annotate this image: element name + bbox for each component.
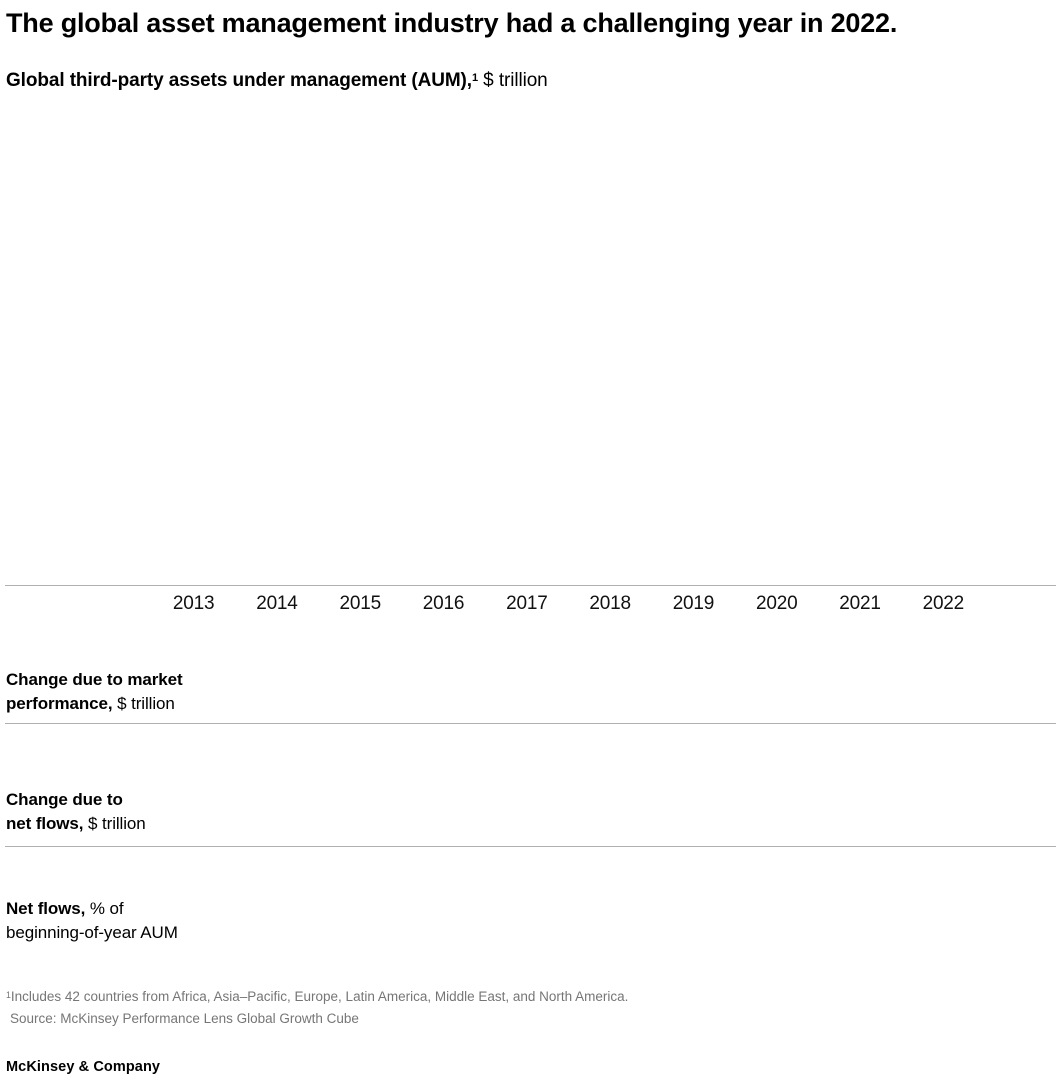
source-line: Source: McKinsey Performance Lens Global…	[10, 1010, 359, 1026]
row-label-market-performance-unit: $ trillion	[112, 694, 175, 713]
x-axis-label: 2014	[256, 593, 298, 614]
row-label-market-performance-line1: Change due to market	[6, 670, 183, 689]
footnote-marker-superscript: 1	[471, 71, 478, 84]
row-label-net-flows-unit: $ trillion	[83, 814, 146, 833]
footnote: 1Includes 42 countries from Africa, Asia…	[6, 987, 628, 1009]
chart-subtitle-bold: Global third-party assets under manageme…	[6, 70, 472, 91]
x-axis-year-labels: 2013 2014 2015 2016 2017 2018 2019 2020 …	[152, 593, 985, 615]
footnote-marker: 1	[6, 989, 11, 1000]
page-title: The global asset management industry had…	[6, 8, 898, 38]
section-divider-market-performance	[5, 723, 1056, 724]
x-axis-label: 2016	[422, 593, 465, 614]
row-label-market-performance-line2-bold: performance,	[6, 694, 113, 713]
row-label-market-performance: Change due to market performance, $ tril…	[6, 668, 183, 716]
footnote-text: Includes 42 countries from Africa, Asia–…	[10, 989, 629, 1004]
chart-subtitle: Global third-party assets under manageme…	[6, 70, 548, 92]
x-axis-label: 2021	[839, 593, 881, 614]
x-axis-label: 2017	[506, 593, 548, 614]
aum-chart-plot-area	[5, 100, 1056, 585]
row-label-net-flows-pct: Net flows, % of beginning-of-year AUM	[6, 897, 178, 945]
row-label-net-flows-line1: Change due to	[6, 790, 123, 809]
row-label-net-flows: Change due to net flows, $ trillion	[6, 788, 146, 836]
x-axis-label: 2022	[922, 593, 965, 614]
x-axis-label: 2019	[672, 593, 715, 614]
mckinsey-company-logo: McKinsey & Company	[6, 1059, 161, 1075]
x-axis-baseline	[5, 585, 1056, 586]
row-label-net-flows-pct-line2: beginning-of-year AUM	[6, 923, 178, 942]
x-axis-label: 2015	[339, 593, 382, 614]
x-axis-label: 2013	[172, 593, 215, 614]
section-divider-net-flows	[5, 846, 1056, 847]
x-axis-label: 2018	[589, 593, 631, 614]
chart-subtitle-unit: $ trillion	[478, 70, 548, 91]
row-label-net-flows-pct-line1-bold: Net flows,	[6, 899, 86, 918]
row-label-net-flows-line2-bold: net flows,	[6, 814, 84, 833]
row-label-net-flows-pct-line1-unit: % of	[85, 899, 124, 918]
footnote-and-source: 1Includes 42 countries from Africa, Asia…	[6, 987, 628, 1028]
x-axis-label: 2020	[755, 593, 798, 614]
